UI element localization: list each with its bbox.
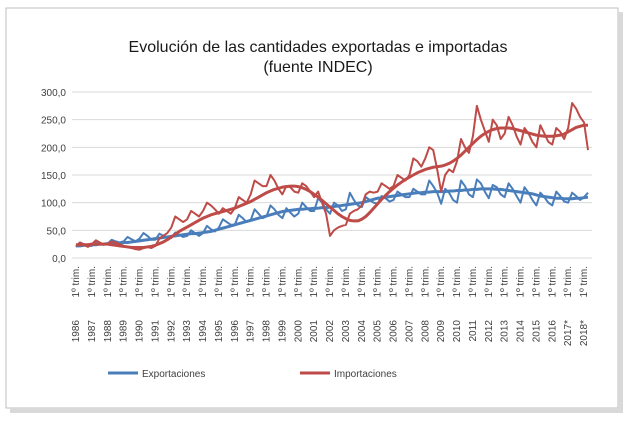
x-period-label: 1º trim. [246, 266, 257, 297]
x-tick-label: 1987 [87, 320, 98, 343]
x-tick-label: 2015 [531, 320, 542, 343]
x-period-label: 1º trim. [500, 266, 511, 297]
x-period-label: 1º trim. [309, 266, 320, 297]
x-tick-label: 2013 [500, 320, 511, 343]
y-tick-label: 200,0 [41, 143, 66, 154]
x-period-label: 1º trim. [87, 266, 98, 297]
x-tick-label: 2003 [341, 320, 352, 343]
x-tick-label: 2001 [309, 320, 320, 343]
x-period-label: 1º trim. [389, 266, 400, 297]
x-period-label: 1º trim. [404, 266, 415, 297]
x-tick-label: 1996 [230, 320, 241, 343]
x-tick-label: 2017* [563, 320, 574, 346]
x-period-label: 1º trim. [150, 266, 161, 297]
x-period-label: 1º trim. [293, 266, 304, 297]
legend-label: Importaciones [334, 369, 397, 380]
x-period-label: 1º trim. [135, 266, 146, 297]
x-tick-label: 1989 [119, 320, 130, 343]
x-period-label: 1º trim. [531, 266, 542, 297]
series-line [75, 102, 589, 251]
x-tick-label: 2018* [579, 320, 590, 346]
x-period-label: 1º trim. [563, 266, 574, 297]
x-tick-label: 1986 [71, 320, 82, 343]
x-tick-label: 1988 [103, 320, 114, 343]
x-tick-label: 1999 [277, 320, 288, 343]
x-period-label: 1º trim. [325, 266, 336, 297]
x-period-label: 1º trim. [262, 266, 273, 297]
y-tick-label: 0,0 [52, 254, 66, 265]
x-period-label: 1º trim. [436, 266, 447, 297]
frame-shadow [10, 408, 623, 413]
y-tick-label: 150,0 [41, 171, 66, 182]
y-tick-label: 100,0 [41, 199, 66, 210]
x-period-label: 1º trim. [277, 266, 288, 297]
x-period-label: 1º trim. [484, 266, 495, 297]
x-period-label: 1º trim. [214, 266, 225, 297]
x-tick-label: 1995 [214, 320, 225, 343]
legend-label: Exportaciones [142, 369, 205, 380]
x-period-label: 1º trim. [420, 266, 431, 297]
x-period-label: 1º trim. [579, 266, 590, 297]
x-period-label: 1º trim. [547, 266, 558, 297]
x-tick-label: 1990 [135, 320, 146, 343]
x-tick-label: 2011 [468, 320, 479, 342]
x-period-label: 1º trim. [119, 266, 130, 297]
x-tick-label: 2010 [452, 320, 463, 343]
frame-shadow [618, 12, 623, 412]
y-tick-label: 50,0 [47, 226, 67, 237]
chart-title: Evolución de las cantidades exportadas e… [129, 39, 508, 56]
x-tick-label: 1997 [246, 320, 257, 343]
x-tick-label: 2016 [547, 320, 558, 343]
x-period-label: 1º trim. [373, 266, 384, 297]
x-tick-label: 1993 [182, 320, 193, 343]
x-period-label: 1º trim. [103, 266, 114, 297]
y-tick-label: 300,0 [41, 88, 66, 99]
x-tick-label: 1991 [150, 320, 161, 343]
x-tick-label: 2000 [293, 320, 304, 343]
x-tick-label: 2006 [389, 320, 400, 343]
x-tick-label: 2012 [484, 320, 495, 343]
x-tick-label: 1998 [262, 320, 273, 343]
trend-line [76, 123, 588, 249]
x-period-label: 1º trim. [516, 266, 527, 297]
x-period-label: 1º trim. [468, 266, 479, 297]
x-period-label: 1º trim. [198, 266, 209, 297]
x-tick-label: 1992 [166, 320, 177, 343]
x-period-label: 1º trim. [452, 266, 463, 297]
x-tick-label: 2004 [357, 320, 368, 343]
x-period-label: 1º trim. [182, 266, 193, 297]
x-period-label: 1º trim. [230, 266, 241, 297]
x-period-label: 1º trim. [341, 266, 352, 297]
x-period-label: 1º trim. [357, 266, 368, 297]
x-period-label: 1º trim. [71, 266, 82, 297]
x-tick-label: 2002 [325, 320, 336, 343]
chart-subtitle: (fuente INDEC) [263, 59, 372, 76]
x-tick-label: 2008 [420, 320, 431, 343]
y-tick-label: 250,0 [41, 116, 66, 127]
x-tick-label: 2009 [436, 320, 447, 343]
x-period-label: 1º trim. [166, 266, 177, 297]
x-tick-label: 2014 [516, 320, 527, 343]
x-tick-label: 2007 [404, 320, 415, 343]
x-tick-label: 2005 [373, 320, 384, 343]
x-tick-label: 1994 [198, 320, 209, 343]
